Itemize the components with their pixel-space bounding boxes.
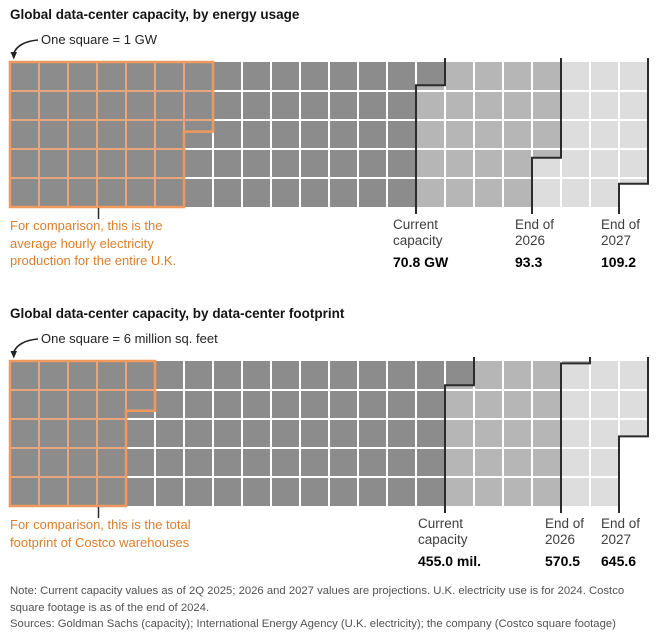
marker-line-0 — [415, 58, 446, 214]
legend-arrow — [12, 338, 39, 354]
chart2-title: Global data-center capacity, by data-cen… — [10, 306, 345, 321]
series-value: 455.0 mil. — [418, 553, 482, 569]
region-fill-0 — [10, 62, 445, 207]
footer-note: Note: Current capacity values as of 2Q 2… — [10, 585, 625, 614]
series-value: 70.8 GW — [393, 254, 449, 270]
chart1-legend: One square = 1 GW — [41, 32, 157, 47]
marker-line-2 — [618, 58, 649, 214]
chart1-current-capacity-label: Current capacity 70.8 GW — [393, 217, 448, 270]
series-name: End of 2027 — [601, 217, 641, 248]
comparison-grid-lines — [10, 62, 213, 207]
chart2-current-capacity-label: Current capacity 455.0 mil. — [418, 516, 481, 569]
chart2-legend: One square = 6 million sq. feet — [41, 331, 218, 346]
chart2-end-2026-label: End of 2026 570.5 — [545, 516, 584, 569]
series-value: 570.5 — [545, 553, 581, 569]
legend-arrowhead — [10, 351, 17, 359]
marker-line-1 — [531, 58, 562, 214]
series-name: End of 2026 — [545, 516, 585, 547]
waffle-chart-1 — [8, 338, 649, 518]
chart2-comparison-caption: For comparison, this is the total footpr… — [10, 517, 191, 550]
series-name: Current capacity — [418, 516, 468, 547]
chart1-comparison-caption: For comparison, this is the average hour… — [10, 218, 177, 268]
chart2-end-2027-label: End of 2027 645.6 — [601, 516, 640, 569]
marker-line-2 — [618, 357, 649, 513]
chart1-end-2026-label: End of 2026 93.3 — [515, 217, 554, 270]
series-value: 109.2 — [601, 254, 637, 270]
series-name: End of 2027 — [601, 516, 641, 547]
waffle-chart-0 — [8, 39, 649, 219]
legend-arrow — [12, 39, 39, 55]
footer-sources: Sources: Goldman Sachs (capacity); Inter… — [10, 618, 616, 630]
comparison-outline — [8, 60, 215, 209]
series-name: End of 2026 — [515, 217, 555, 248]
marker-line-0 — [444, 357, 475, 513]
series-name: Current capacity — [393, 217, 443, 248]
marker-line-1 — [560, 357, 591, 513]
chart1-end-2027-label: End of 2027 109.2 — [601, 217, 640, 270]
legend-arrowhead — [10, 52, 17, 60]
chart1-title: Global data-center capacity, by energy u… — [10, 7, 300, 22]
series-value: 645.6 — [601, 553, 637, 569]
comparison-outline — [8, 359, 157, 508]
series-value: 93.3 — [515, 254, 543, 270]
